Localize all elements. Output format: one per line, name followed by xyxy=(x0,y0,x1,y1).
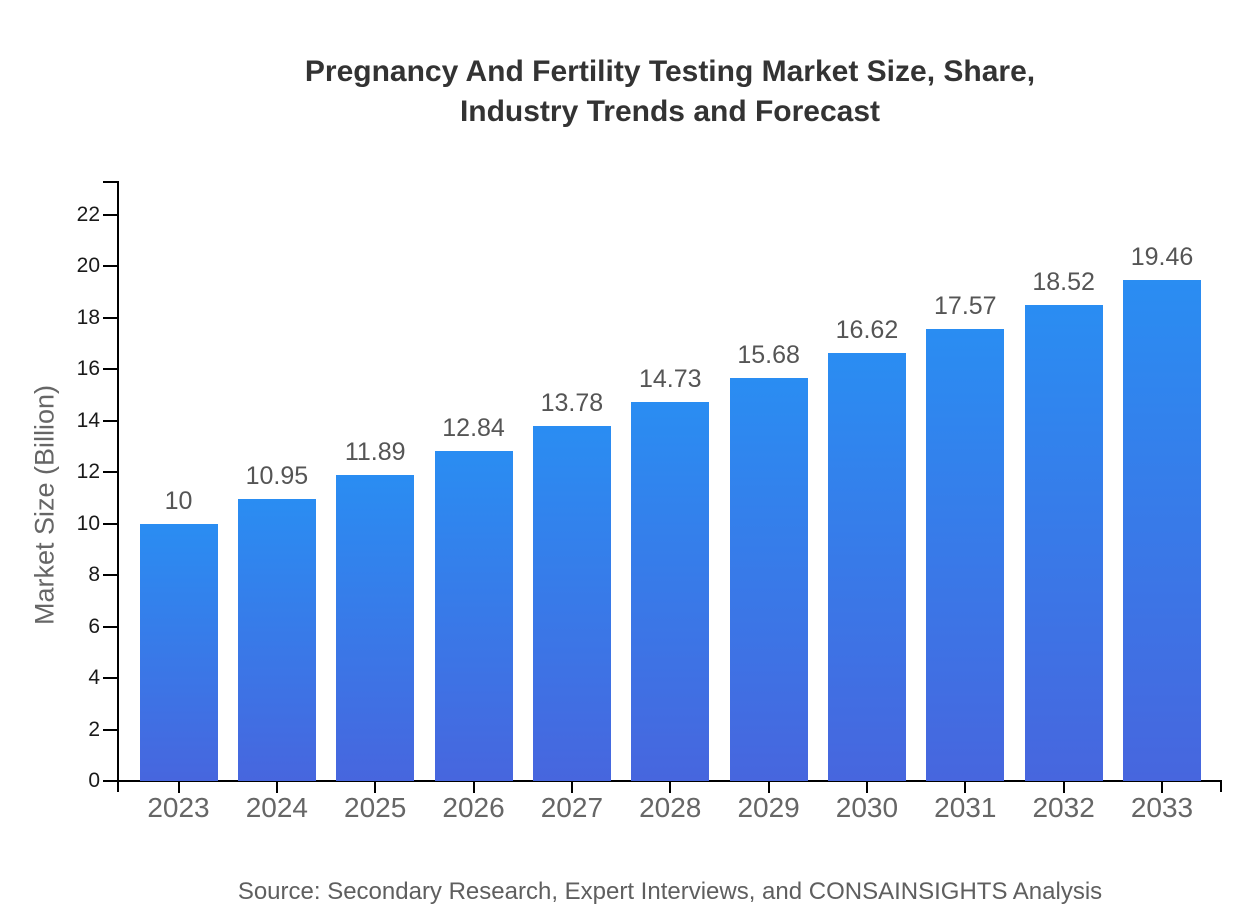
x-tick-mark xyxy=(1161,781,1163,793)
bar-value-label: 11.89 xyxy=(344,438,406,467)
y-axis-line xyxy=(117,181,119,792)
y-tick-mark xyxy=(103,677,117,680)
y-tick-mark xyxy=(103,471,117,474)
x-tick-label: 2033 xyxy=(1130,792,1194,823)
y-axis-top-cap xyxy=(103,181,117,183)
bar-value-label: 10.95 xyxy=(245,462,309,491)
x-tick-mark xyxy=(767,781,770,793)
x-tick-label: 2031 xyxy=(934,792,997,823)
bar-2031 xyxy=(926,328,1005,781)
y-tick-label: 20 xyxy=(76,254,100,278)
x-tick-label: 2024 xyxy=(245,792,308,823)
bar-2029 xyxy=(729,377,808,781)
y-tick-mark xyxy=(103,728,117,731)
x-tick-label: 2032 xyxy=(1032,792,1095,823)
x-tick-label: 2025 xyxy=(344,792,407,823)
bar-value-label: 13.78 xyxy=(540,389,604,418)
bar-2030 xyxy=(827,353,906,781)
x-tick-label: 2027 xyxy=(540,792,604,823)
bar-value-label: 12.84 xyxy=(442,413,505,442)
source-attribution: Source: Secondary Research, Expert Inter… xyxy=(237,878,1103,905)
bar-2025 xyxy=(336,475,415,781)
bar-value-label: 19.46 xyxy=(1130,243,1194,272)
x-tick-mark xyxy=(669,781,672,793)
y-tick-mark xyxy=(103,780,117,782)
x-tick-mark xyxy=(275,781,278,793)
bar-value-label: 15.68 xyxy=(737,340,800,369)
x-tick-label: 2028 xyxy=(639,792,702,823)
bar-2023 xyxy=(139,523,218,781)
x-tick-label: 2030 xyxy=(835,792,899,823)
x-tick-mark xyxy=(964,781,967,793)
x-tick-mark xyxy=(570,781,573,793)
y-tick-mark xyxy=(103,316,117,319)
bar-2028 xyxy=(631,402,710,781)
y-tick-label: 4 xyxy=(88,666,100,690)
y-tick-label: 16 xyxy=(76,357,100,381)
bar-2026 xyxy=(434,450,513,781)
y-tick-label: 22 xyxy=(76,203,100,226)
x-tick-mark xyxy=(472,781,475,793)
x-tick-mark xyxy=(865,781,868,793)
y-tick-label: 14 xyxy=(76,408,100,432)
x-tick-mark xyxy=(1062,781,1065,793)
y-tick-label: 18 xyxy=(76,305,100,329)
y-tick-label: 8 xyxy=(88,563,100,587)
x-tick-mark xyxy=(374,781,377,793)
y-tick-label: 6 xyxy=(88,614,100,638)
bar-value-label: 14.73 xyxy=(638,365,702,394)
bar-2024 xyxy=(237,499,316,781)
bar-2032 xyxy=(1024,304,1103,781)
y-tick-mark xyxy=(103,574,117,577)
bar-value-label: 16.62 xyxy=(835,316,899,345)
bar-value-label: 18.52 xyxy=(1032,267,1095,296)
bar-2027 xyxy=(532,426,611,781)
y-tick-label: 2 xyxy=(88,717,100,741)
bar-value-label: 17.57 xyxy=(934,291,997,320)
y-tick-mark xyxy=(103,625,117,628)
y-tick-mark xyxy=(103,419,117,422)
bar-2033 xyxy=(1123,280,1201,781)
y-tick-label: 10 xyxy=(76,511,100,535)
x-axis-right-cap xyxy=(1220,780,1222,792)
chart-title: Pregnancy And Fertility Testing Market S… xyxy=(80,52,1260,132)
x-tick-label: 2029 xyxy=(737,792,800,823)
x-tick-label: 2026 xyxy=(442,792,505,823)
chart-title-line1: Pregnancy And Fertility Testing Market S… xyxy=(304,55,1036,88)
chart-title-line2: Industry Trends and Forecast xyxy=(459,95,881,128)
x-tick-mark xyxy=(177,781,180,793)
y-tick-mark xyxy=(103,214,117,216)
y-tick-mark xyxy=(103,265,117,268)
y-tick-mark xyxy=(103,368,117,371)
y-tick-mark xyxy=(103,522,117,525)
bar-value-label: 10 xyxy=(164,486,193,515)
y-tick-label: 12 xyxy=(76,460,100,484)
y-tick-label: 0 xyxy=(88,769,100,792)
x-tick-label: 2023 xyxy=(147,792,210,823)
